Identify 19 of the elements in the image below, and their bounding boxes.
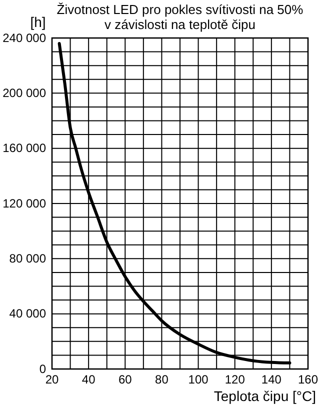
- x-tick-label: 120: [224, 372, 246, 387]
- chart-title: Životnost LED pro pokles svítivosti na 50%: [56, 2, 304, 17]
- y-tick-label: 120 000: [2, 196, 46, 210]
- y-tick-label: 200 000: [2, 86, 46, 100]
- y-tick-label: 240 000: [2, 30, 46, 45]
- x-axis-title: Teplota čipu [°C]: [214, 388, 316, 404]
- y-tick-label: 40 000: [9, 306, 46, 321]
- y-axis-title: [h]: [30, 14, 46, 30]
- y-tick-label: 80 000: [9, 252, 46, 266]
- y-tick-label: 0: [39, 362, 46, 376]
- x-tick-label: 20: [45, 372, 59, 387]
- x-tick-label: 40: [82, 372, 96, 387]
- x-tick-label: 140: [261, 372, 282, 387]
- x-tick-label: 80: [155, 372, 169, 387]
- x-tick-label: 100: [188, 372, 209, 387]
- y-tick-label: 160 000: [2, 141, 46, 156]
- x-tick-label: 60: [118, 372, 132, 387]
- x-tick-label: 160: [298, 372, 318, 387]
- chart-subtitle: v závislosti na teplotě čipu: [104, 17, 256, 32]
